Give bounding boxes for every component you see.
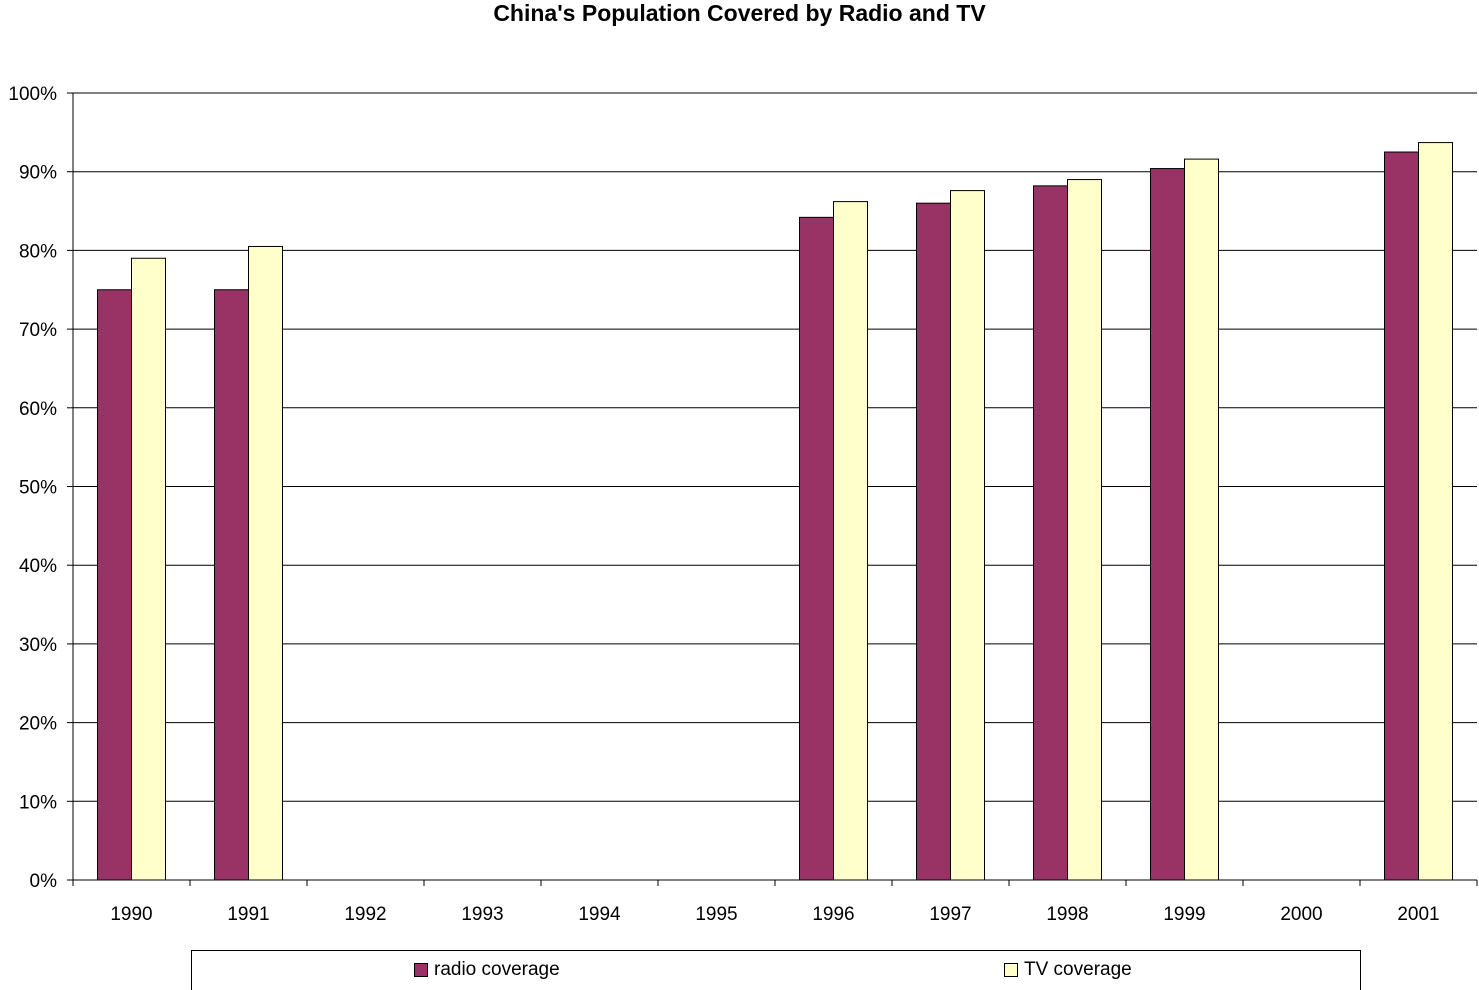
legend: radio coverage TV coverage	[191, 950, 1361, 990]
x-tick-labels: 1990 1991 1992 1993 1994 1995 1996 1997 1998 1999…	[110, 904, 1439, 925]
y-tick-label: 0%	[30, 871, 58, 892]
bar-tv-1991	[248, 245, 283, 881]
x-tick-label: 1996	[812, 904, 854, 925]
legend-swatch-radio	[414, 963, 428, 977]
gridlines	[67, 92, 1477, 881]
bar-radio-1997	[916, 202, 951, 881]
x-tick-label: 1993	[461, 904, 503, 925]
x-tick-label: 2001	[1397, 904, 1439, 925]
y-tick-label: 40%	[19, 556, 57, 577]
bar-radio-1991	[214, 289, 249, 881]
legend-item-tv: TV coverage	[1004, 959, 1132, 981]
x-tick-label: 2000	[1280, 904, 1322, 925]
bar-tv-1998	[1067, 179, 1102, 881]
y-tick-label: 90%	[19, 163, 57, 184]
bar-radio-1999	[1150, 168, 1185, 881]
bar-tv-1996	[833, 201, 868, 881]
x-tick-label: 1995	[695, 904, 737, 925]
bar-tv-1999	[1184, 158, 1219, 881]
bar-radio-1996	[799, 216, 834, 881]
x-tick-label: 1992	[344, 904, 386, 925]
y-tick-labels: 0% 10% 20% 30% 40% 50% 60% 70% 80% 90% 100%	[8, 84, 57, 892]
y-tick-label: 100%	[8, 84, 57, 105]
bar-tv-2001	[1418, 142, 1453, 881]
y-tick-label: 10%	[19, 792, 57, 813]
y-tick-label: 50%	[19, 478, 57, 499]
bar-radio-2001	[1384, 151, 1419, 881]
bar-radio-1998	[1033, 185, 1068, 881]
y-tick-label: 80%	[19, 241, 57, 262]
y-tick-label: 30%	[19, 635, 57, 656]
x-tick-label: 1990	[110, 904, 152, 925]
x-tick-label: 1994	[578, 904, 621, 925]
bar-tv-1997	[950, 190, 985, 881]
x-tick-label: 1991	[227, 904, 269, 925]
legend-label-radio: radio coverage	[434, 959, 560, 980]
chart-title: China's Population Covered by Radio and …	[493, 0, 986, 26]
x-tick-label: 1999	[1163, 904, 1205, 925]
legend-label-tv: TV coverage	[1024, 959, 1132, 980]
axes	[72, 93, 1478, 886]
bar-tv-1990	[131, 257, 166, 881]
bar-radio-1990	[97, 289, 132, 881]
x-tick-label: 1997	[929, 904, 971, 925]
x-tick-label: 1998	[1046, 904, 1088, 925]
legend-swatch-tv	[1004, 963, 1018, 977]
legend-item-radio: radio coverage	[414, 959, 560, 981]
y-tick-label: 70%	[19, 320, 57, 341]
y-tick-label: 60%	[19, 399, 57, 420]
bars	[97, 142, 1453, 881]
y-tick-label: 20%	[19, 714, 57, 735]
